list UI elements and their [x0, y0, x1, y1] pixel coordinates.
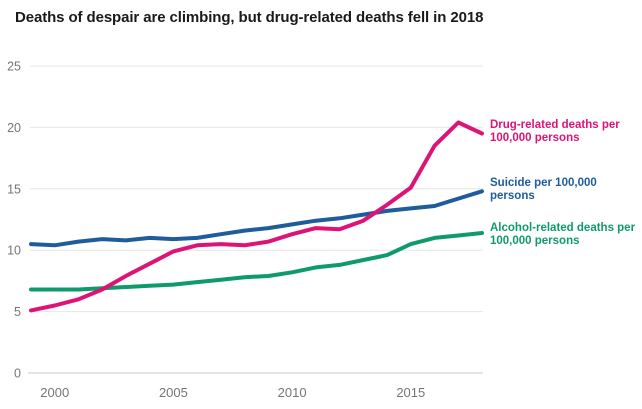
series-line-drug[interactable]: [29, 120, 484, 313]
legend-label-suicide-line2: persons: [490, 189, 535, 202]
legend-label-drug-line2: 100,000 persons: [490, 131, 580, 144]
legend-label-alcohol: Alcohol-related deaths per 100,000 perso…: [490, 222, 642, 247]
series-line-suicide[interactable]: [29, 189, 484, 248]
legend-label-alcohol-line1: Alcohol-related deaths per: [490, 222, 636, 234]
legend-label-drug-line1: Drug-related deaths per: [490, 119, 620, 131]
y-tick-label-5: 5: [14, 305, 21, 319]
x-tick-label-2015: 2015: [396, 385, 425, 400]
legend-label-suicide: Suicide per 100,000 persons: [490, 177, 642, 202]
x-tick-label-2005: 2005: [159, 385, 188, 400]
x-tick-label-2010: 2010: [278, 385, 307, 400]
y-tick-label-10: 10: [7, 244, 21, 258]
chart-title: Deaths of despair are climbing, but drug…: [15, 9, 484, 26]
y-tick-label-20: 20: [7, 121, 21, 135]
x-tick-label-2000: 2000: [40, 385, 69, 400]
y-tick-label-0: 0: [14, 367, 21, 381]
y-tick-label-15: 15: [7, 182, 21, 196]
legend-label-alcohol-line2: 100,000 persons: [490, 234, 580, 247]
y-tick-label-25: 25: [7, 60, 21, 74]
legend-label-suicide-line1: Suicide per 100,000: [490, 177, 597, 189]
legend-label-drug: Drug-related deaths per 100,000 persons: [490, 119, 642, 144]
